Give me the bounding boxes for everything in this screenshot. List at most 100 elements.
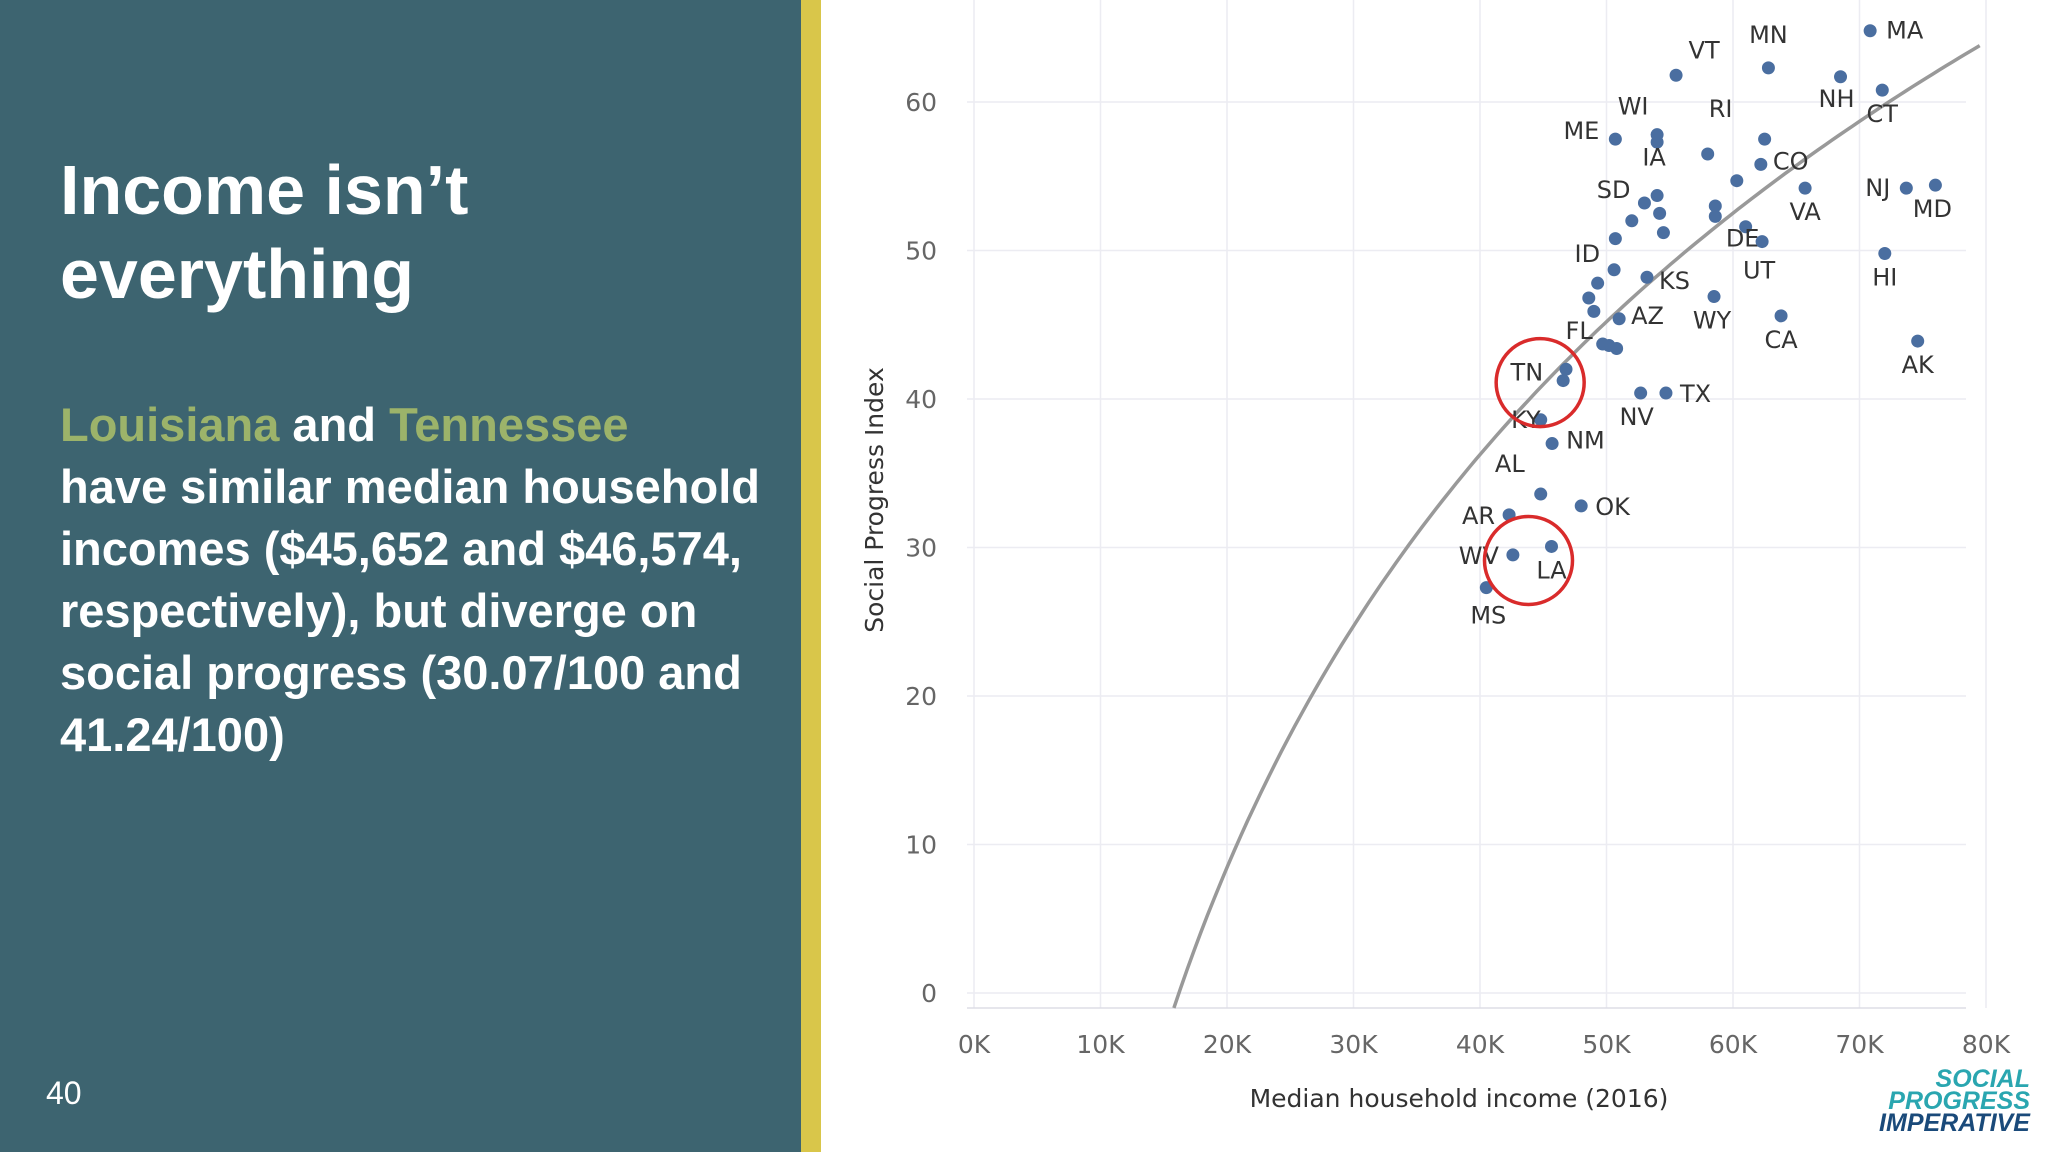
x-tick-label: 0K <box>958 1030 991 1059</box>
y-axis-title: Social Progress Index <box>860 367 889 633</box>
point-ky <box>1534 413 1548 427</box>
point <box>1656 226 1670 240</box>
label-hi: HI <box>1872 263 1897 291</box>
label-ri: RI <box>1709 95 1733 123</box>
label-ma: MA <box>1886 17 1924 45</box>
trend-curve <box>1172 44 1981 1009</box>
point <box>1608 232 1622 246</box>
point-wv <box>1506 548 1520 562</box>
point-vt <box>1669 68 1683 82</box>
label-mn: MN <box>1749 21 1788 49</box>
body-and: and <box>279 398 390 451</box>
point-mn <box>1761 61 1775 75</box>
x-tick-label: 70K <box>1835 1030 1884 1059</box>
point-nh <box>1834 70 1848 84</box>
label-ak: AK <box>1902 351 1935 379</box>
label-la: LA <box>1536 556 1567 584</box>
point-ma <box>1863 24 1877 38</box>
point-ut <box>1755 235 1769 249</box>
body-text: have similar median household incomes ($… <box>60 460 760 761</box>
point-co <box>1754 157 1768 171</box>
label-vt: VT <box>1689 36 1720 64</box>
point-ks <box>1640 270 1654 284</box>
label-fl: FL <box>1566 317 1594 345</box>
point-me <box>1608 132 1622 146</box>
point-wy <box>1707 290 1721 304</box>
x-tick-label: 40K <box>1456 1030 1505 1059</box>
point <box>1559 362 1573 376</box>
title-line-2: everything <box>60 235 414 313</box>
point <box>1582 291 1596 305</box>
label-ia: IA <box>1642 144 1666 172</box>
scatter-chart: 0K 10K 20K 30K 40K 50K 60K 70K 80K 0 10 20 30 40 50 60 M… <box>860 0 2011 1113</box>
x-tick-label: 20K <box>1203 1030 1252 1059</box>
label-az: AZ <box>1631 302 1664 330</box>
label-ks: KS <box>1659 267 1690 295</box>
label-nm: NM <box>1566 427 1605 455</box>
label-nv: NV <box>1619 403 1654 431</box>
label-de: DE <box>1726 225 1760 253</box>
point-az <box>1612 312 1626 326</box>
label-wi: WI <box>1618 93 1649 121</box>
label-sd: SD <box>1597 176 1631 204</box>
point-tn <box>1556 374 1570 388</box>
point-la <box>1544 539 1558 553</box>
label-ca: CA <box>1764 326 1798 354</box>
point-md <box>1928 178 1942 192</box>
highlight-circle-tn <box>1494 336 1586 429</box>
y-tick-label: 40 <box>905 385 937 414</box>
label-al: AL <box>1495 450 1525 478</box>
point-hi <box>1878 246 1892 260</box>
point <box>1708 209 1722 223</box>
label-md: MD <box>1913 195 1952 223</box>
point-ca <box>1774 309 1788 323</box>
point-ia <box>1650 189 1664 203</box>
point-al <box>1534 487 1548 501</box>
point-va <box>1798 181 1812 195</box>
point-nm <box>1545 437 1559 451</box>
highlight-tennessee: Tennessee <box>389 398 629 451</box>
label-wy: WY <box>1693 307 1732 335</box>
logo-line-3: IMPERATIVE <box>1879 1109 2030 1137</box>
label-tn: TN <box>1510 359 1544 387</box>
point-ct <box>1875 83 1889 97</box>
label-tx: TX <box>1679 380 1711 408</box>
label-id: ID <box>1575 240 1601 268</box>
label-co: CO <box>1773 147 1809 175</box>
y-tick-label: 60 <box>905 88 937 117</box>
slide-title: Income isn’t everything <box>60 148 760 316</box>
point <box>1591 276 1605 290</box>
highlight-circle-la <box>1482 514 1575 607</box>
point <box>1610 342 1624 356</box>
point <box>1701 147 1715 161</box>
logo-line-1: SOCIAL <box>1935 1065 2030 1093</box>
label-ut: UT <box>1743 257 1776 285</box>
point <box>1587 304 1601 318</box>
x-tick-label: 30K <box>1329 1030 1378 1059</box>
x-tick-label: 50K <box>1582 1030 1631 1059</box>
point-ak <box>1911 334 1925 348</box>
label-nh: NH <box>1819 85 1855 113</box>
point <box>1708 199 1722 213</box>
x-tick-label: 10K <box>1076 1030 1125 1059</box>
point-id <box>1607 263 1621 277</box>
label-wv: WV <box>1459 542 1500 570</box>
left-panel <box>0 0 801 1152</box>
slide-body: Louisiana and Tennessee have similar medi… <box>60 394 780 766</box>
accent-stripe <box>801 0 821 1152</box>
point-tx <box>1659 386 1673 400</box>
y-tick-label: 10 <box>905 831 937 860</box>
y-tick-label: 20 <box>905 682 937 711</box>
y-tick-label: 50 <box>905 237 937 266</box>
point <box>1625 214 1639 228</box>
social-progress-imperative-logo: SOCIAL PROGRESS IMPERATIVE <box>1830 1065 2030 1137</box>
point-de <box>1739 220 1753 234</box>
label-ar: AR <box>1462 502 1495 530</box>
label-ok: OK <box>1595 493 1631 521</box>
x-tick-label: 80K <box>1962 1030 2011 1059</box>
point-sd <box>1637 196 1651 210</box>
title-line-1: Income isn’t <box>60 151 469 229</box>
slide-number: 40 <box>46 1075 82 1111</box>
point-nv <box>1634 386 1648 400</box>
label-ct: CT <box>1867 100 1899 128</box>
